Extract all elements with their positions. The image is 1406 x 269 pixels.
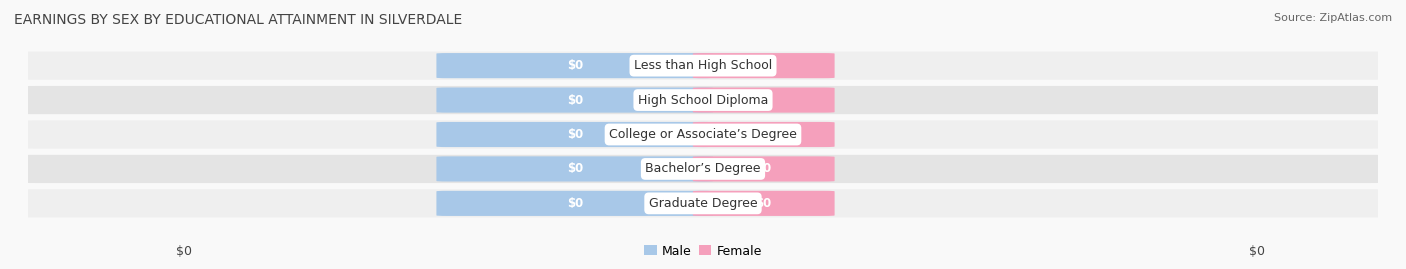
FancyBboxPatch shape [693,156,835,182]
Text: $0: $0 [176,245,191,258]
Text: Bachelor’s Degree: Bachelor’s Degree [645,162,761,175]
FancyBboxPatch shape [693,122,835,147]
FancyBboxPatch shape [21,155,1385,183]
FancyBboxPatch shape [21,189,1385,217]
Text: $0: $0 [755,59,772,72]
FancyBboxPatch shape [693,53,835,78]
Text: Less than High School: Less than High School [634,59,772,72]
Text: $0: $0 [755,94,772,107]
FancyBboxPatch shape [436,191,713,216]
FancyBboxPatch shape [436,122,713,147]
FancyBboxPatch shape [21,86,1385,114]
Text: $0: $0 [755,128,772,141]
Text: $0: $0 [755,162,772,175]
Text: College or Associate’s Degree: College or Associate’s Degree [609,128,797,141]
FancyBboxPatch shape [436,156,713,182]
Text: High School Diploma: High School Diploma [638,94,768,107]
Text: $0: $0 [755,197,772,210]
Text: $0: $0 [567,197,583,210]
Text: Source: ZipAtlas.com: Source: ZipAtlas.com [1274,13,1392,23]
FancyBboxPatch shape [693,87,835,113]
Text: $0: $0 [567,59,583,72]
FancyBboxPatch shape [436,53,713,78]
Text: $0: $0 [567,94,583,107]
Text: Graduate Degree: Graduate Degree [648,197,758,210]
FancyBboxPatch shape [436,87,713,113]
FancyBboxPatch shape [21,52,1385,80]
Text: EARNINGS BY SEX BY EDUCATIONAL ATTAINMENT IN SILVERDALE: EARNINGS BY SEX BY EDUCATIONAL ATTAINMEN… [14,13,463,27]
Text: $0: $0 [567,128,583,141]
FancyBboxPatch shape [21,121,1385,148]
Text: $0: $0 [567,162,583,175]
FancyBboxPatch shape [693,191,835,216]
Text: $0: $0 [1250,245,1265,258]
Legend: Male, Female: Male, Female [640,239,766,263]
